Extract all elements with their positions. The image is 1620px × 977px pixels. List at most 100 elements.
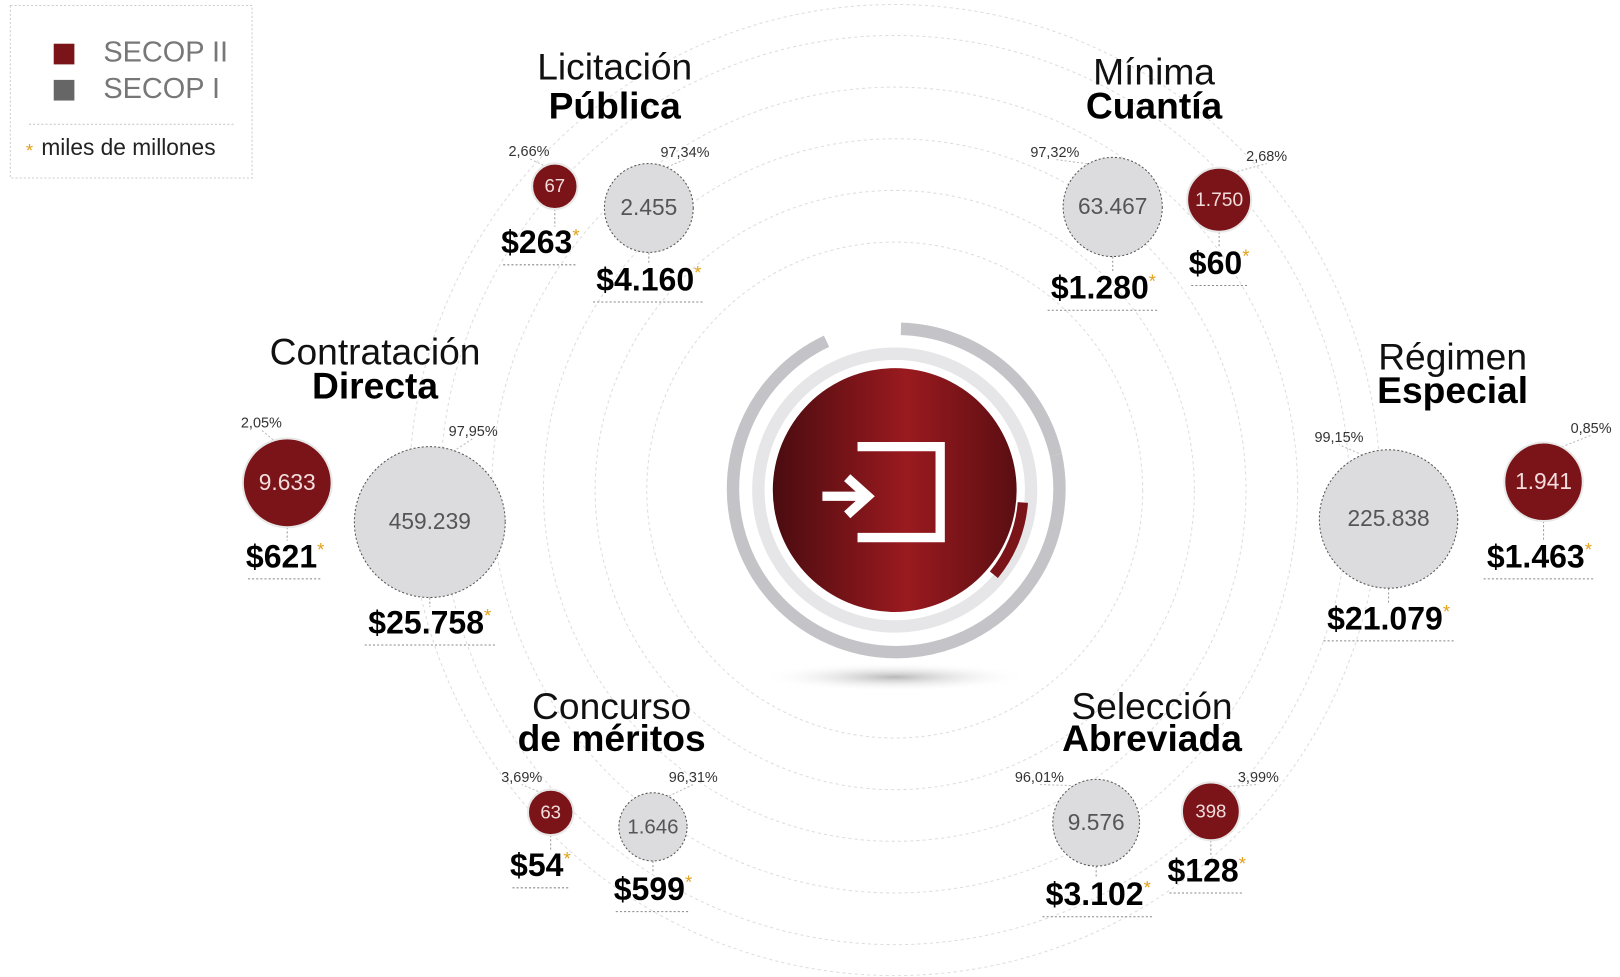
group-title-bold: Directa xyxy=(312,365,438,407)
amount: $621* xyxy=(246,539,324,575)
bubble-count: 1.750 xyxy=(1195,190,1243,211)
bubble-count: 63 xyxy=(540,801,561,822)
amount-value: $25.758 xyxy=(368,605,484,641)
amount-value: $1.463 xyxy=(1487,539,1585,575)
share-pct: 0,85% xyxy=(1571,421,1612,437)
amount: $4.160* xyxy=(596,262,701,298)
secop2-bubble xyxy=(241,437,333,529)
procedure-group: ContrataciónDirecta9.6332,05%$621*459.23… xyxy=(241,331,506,646)
amount: $599* xyxy=(614,871,692,907)
secop2-bubble xyxy=(526,788,575,837)
amount-value: $263 xyxy=(501,225,572,261)
share-pct: 2,66% xyxy=(508,144,549,160)
secop2-bubble xyxy=(531,162,579,211)
group-title-bold: Cuantía xyxy=(1086,85,1223,127)
secop1-bubble xyxy=(1318,449,1459,589)
connector xyxy=(1557,434,1592,449)
secop2-bubble xyxy=(1180,781,1241,842)
share-pct: 96,01% xyxy=(1015,770,1064,786)
group-title-bold: Pública xyxy=(549,85,682,127)
share-pct: 3,69% xyxy=(501,770,542,786)
procedure-group: SelecciónAbreviada3983,99%$128*9.57696,0… xyxy=(1015,685,1279,918)
legend-label: SECOP II xyxy=(103,37,228,69)
amount-unit-marker: * xyxy=(1242,245,1249,266)
amount: $54* xyxy=(510,848,571,884)
secop1-bubble xyxy=(353,446,506,599)
amount-value: $621 xyxy=(246,539,317,575)
legend-label: SECOP I xyxy=(103,73,220,105)
amount: $1.463* xyxy=(1487,539,1592,575)
share-pct: 2,05% xyxy=(241,416,282,432)
connector xyxy=(1225,783,1259,788)
secop1-bubble xyxy=(1052,778,1141,867)
amount-value: $3.102 xyxy=(1046,877,1144,913)
bubble-count: 2.455 xyxy=(620,194,677,220)
group-title-light: Contratación xyxy=(270,331,481,373)
procedure-group: RégimenEspecial1.9410,85%$1.463*225.8389… xyxy=(1314,336,1612,642)
bubble-count: 9.633 xyxy=(259,469,316,495)
share-pct: 97,95% xyxy=(449,424,498,440)
connector xyxy=(1039,783,1080,787)
amount: $263* xyxy=(501,225,579,261)
amount-unit-marker: * xyxy=(1443,601,1450,622)
connector xyxy=(1233,163,1267,174)
amount-unit-marker: * xyxy=(1144,877,1151,898)
amount: $1.280* xyxy=(1051,270,1156,306)
connector xyxy=(1054,158,1096,166)
bubble-count: 398 xyxy=(1195,800,1226,821)
amount-value: $4.160 xyxy=(596,262,694,298)
amount-unit-marker: * xyxy=(484,605,491,626)
group-title-light: Régimen xyxy=(1378,336,1527,378)
share-pct: 96,31% xyxy=(669,770,718,786)
connector xyxy=(528,157,548,168)
amount-value: $54 xyxy=(510,848,564,884)
amount-unit-marker: * xyxy=(1585,539,1592,560)
amount: $60* xyxy=(1189,245,1250,281)
group-title-light: Licitación xyxy=(537,45,692,87)
share-pct: 2,68% xyxy=(1246,149,1287,165)
connector xyxy=(521,784,543,794)
secop1-bubble xyxy=(1062,156,1163,258)
amount: $3.102* xyxy=(1046,877,1151,913)
share-pct: 99,15% xyxy=(1314,430,1363,446)
amount-value: $60 xyxy=(1189,245,1242,281)
amount-unit-marker: * xyxy=(694,262,701,283)
amount: $21.079* xyxy=(1327,601,1450,637)
bubble-count: 67 xyxy=(544,175,565,196)
procedure-group: MínimaCuantía1.7502,68%$60*63.46797,32%$… xyxy=(1030,51,1287,311)
amount: $128* xyxy=(1168,853,1246,889)
group-title-bold: Abreviada xyxy=(1062,717,1242,759)
bubble-count: 63.467 xyxy=(1078,193,1148,219)
amount-value: $599 xyxy=(614,871,685,907)
secop1-bubble xyxy=(618,792,688,862)
procedure-group: LicitaciónPública672,66%$263*2.45597,34%… xyxy=(501,45,710,303)
group-title-light: Concurso xyxy=(532,685,691,727)
bubble-count: 459.239 xyxy=(389,508,471,534)
group-title-light: Selección xyxy=(1071,685,1232,727)
group-title-light: Mínima xyxy=(1093,51,1215,93)
share-pct: 3,99% xyxy=(1238,770,1279,786)
amount-value: $1.280 xyxy=(1051,270,1149,306)
bubble-count: 1.941 xyxy=(1515,468,1572,494)
amount-unit-marker: * xyxy=(317,539,324,560)
amount-value: $128 xyxy=(1168,853,1239,889)
center-hub xyxy=(726,322,1066,692)
group-title-bold: de méritos xyxy=(518,717,706,759)
amount-unit-marker: * xyxy=(685,872,692,893)
bubble-count: 1.646 xyxy=(627,815,678,838)
legend-note: miles de millones xyxy=(41,134,215,160)
amount-unit-marker: * xyxy=(563,848,570,869)
legend-marker: * xyxy=(26,140,33,161)
secop2-bubble xyxy=(1186,166,1253,233)
secop2-bubble xyxy=(1503,441,1584,523)
bubble-count: 9.576 xyxy=(1068,809,1125,835)
connector xyxy=(664,784,694,799)
amount-unit-marker: * xyxy=(1239,853,1246,874)
amount-unit-marker: * xyxy=(1149,270,1156,291)
share-pct: 97,32% xyxy=(1030,145,1079,161)
amount-value: $21.079 xyxy=(1327,601,1443,637)
bubble-count: 225.838 xyxy=(1348,505,1430,531)
share-pct: 97,34% xyxy=(660,145,709,161)
